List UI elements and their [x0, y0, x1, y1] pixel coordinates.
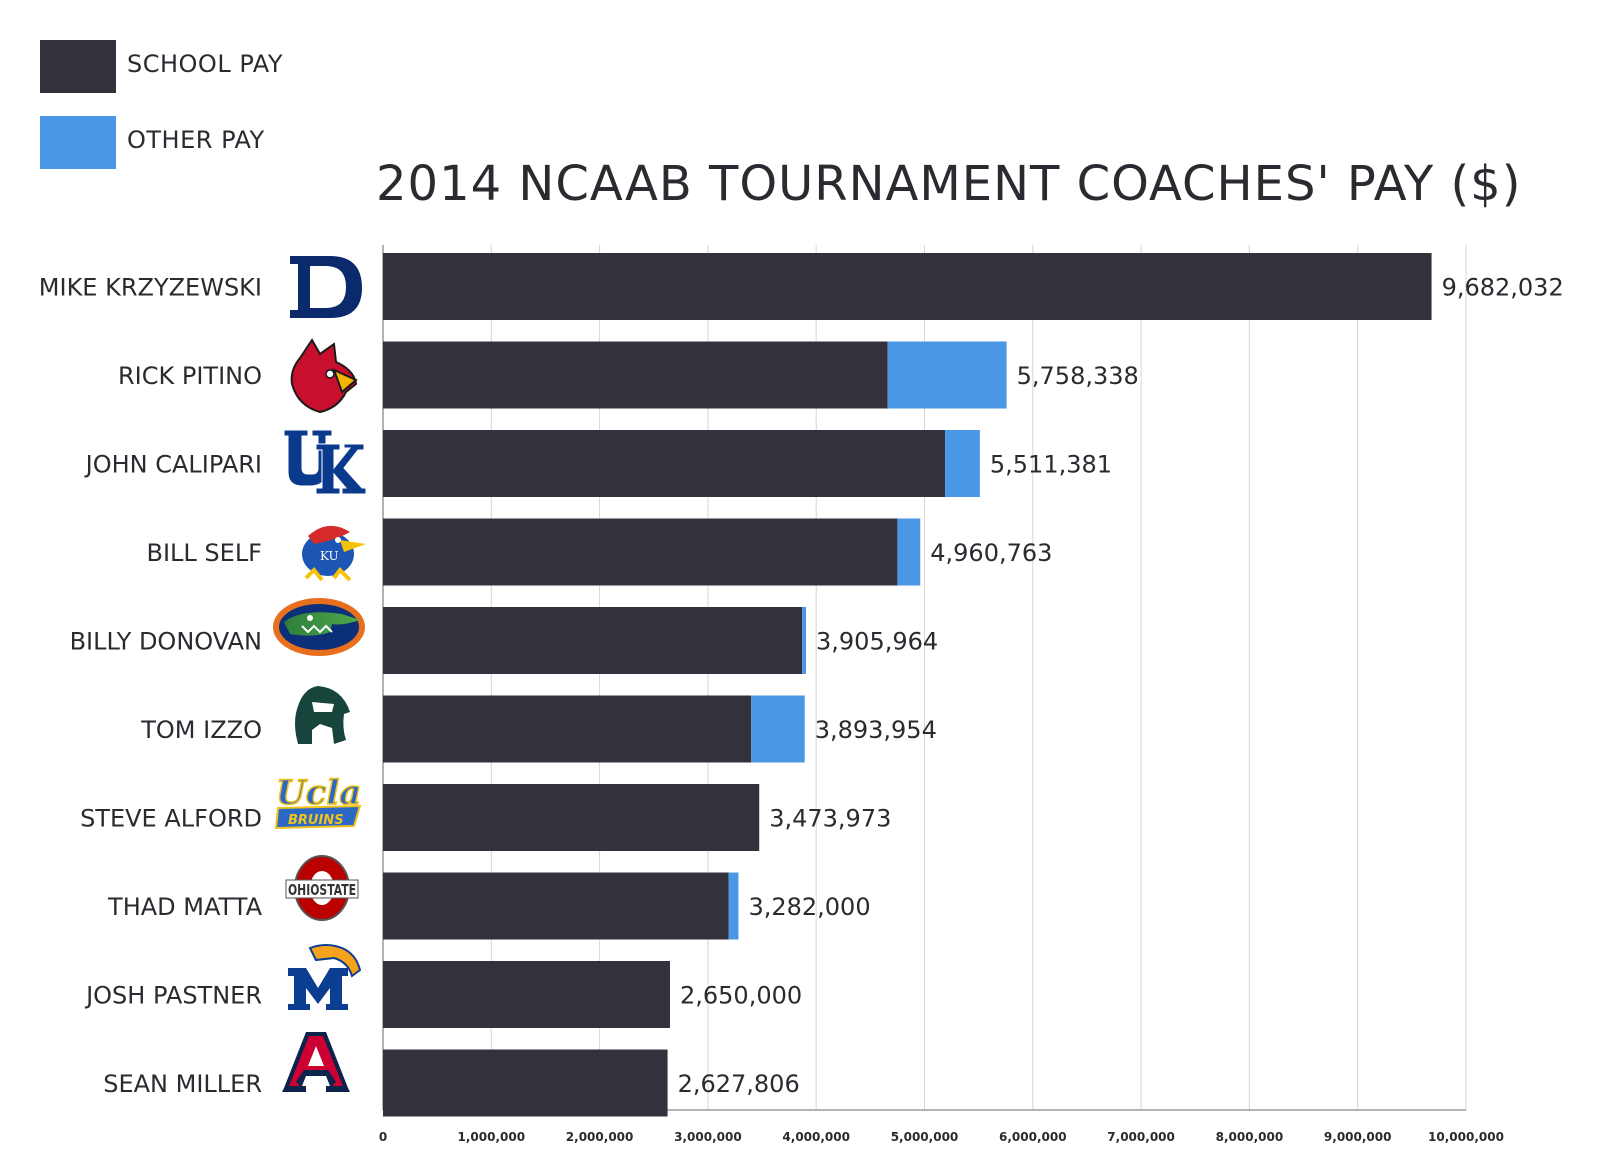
bar-school-pay [383, 961, 670, 1028]
bar-school-pay [383, 518, 898, 586]
bar-value-label: 3,473,973 [769, 805, 891, 833]
x-tick-label: 8,000,000 [1216, 1130, 1284, 1144]
bar-school-pay [383, 253, 1432, 320]
category-label: TOM IZZO [140, 716, 262, 744]
x-tick-label: 4,000,000 [782, 1130, 850, 1144]
category-label: MIKE KRZYZEWSKI [39, 274, 262, 302]
x-tick-label: 7,000,000 [1107, 1130, 1175, 1144]
category-label: JOSH PASTNER [84, 982, 262, 1010]
bar-value-label: 2,650,000 [680, 982, 802, 1010]
bar-school-pay [383, 430, 946, 497]
svg-text:BRUINS: BRUINS [288, 813, 344, 828]
x-tick-label: 3,000,000 [674, 1130, 742, 1144]
bar-other-pay [728, 872, 739, 940]
bar-value-label: 3,282,000 [748, 893, 870, 921]
bar-value-label: 5,511,381 [990, 451, 1112, 479]
bar-other-pay [802, 607, 807, 674]
category-label: THAD MATTA [107, 893, 263, 921]
florida-logo [273, 598, 365, 656]
x-tick-label: 6,000,000 [999, 1130, 1067, 1144]
legend-label-school-pay: SCHOOL PAY [127, 50, 283, 78]
bar-value-label: 3,893,954 [815, 716, 937, 744]
kansas-logo: KU [302, 525, 366, 582]
bar-school-pay [383, 1049, 668, 1117]
category-label: JOHN CALIPARI [84, 451, 262, 479]
arizona-logo [282, 1032, 350, 1092]
ohio-state-logo: OHIOSTATE [285, 855, 359, 921]
bar-value-label: 9,682,032 [1442, 274, 1564, 302]
x-tick-label: 2,000,000 [566, 1130, 634, 1144]
bar-other-pay [945, 430, 980, 497]
x-tick-label: 10,000,000 [1428, 1130, 1504, 1144]
bar-other-pay [751, 695, 805, 763]
duke-logo [290, 256, 362, 318]
x-tick-label: 5,000,000 [891, 1130, 959, 1144]
x-tick-label: 0 [379, 1130, 387, 1144]
svg-text:KU: KU [320, 549, 339, 563]
louisville-logo [290, 338, 358, 414]
bar-value-label: 4,960,763 [930, 539, 1052, 567]
x-tick-label: 1,000,000 [458, 1130, 526, 1144]
category-label: BILLY DONOVAN [70, 628, 262, 656]
kentucky-logo [283, 429, 367, 495]
bar-value-label: 3,905,964 [816, 628, 938, 656]
bar-other-pay [897, 518, 921, 586]
memphis-logo [288, 944, 362, 1010]
bar-value-label: 2,627,806 [678, 1070, 800, 1098]
legend-swatch-school-pay [40, 40, 116, 93]
michigan-state-logo [295, 686, 350, 744]
x-tick-label: 9,000,000 [1324, 1130, 1392, 1144]
bar-school-pay [383, 695, 752, 763]
bar-school-pay [383, 784, 760, 851]
category-label: SEAN MILLER [103, 1070, 262, 1098]
chart-title: 2014 NCAAB TOURNAMENT COACHES' PAY ($) [376, 156, 1522, 212]
category-label: BILL SELF [147, 539, 263, 567]
category-label: RICK PITINO [118, 362, 262, 390]
legend-swatch-other-pay [40, 116, 116, 169]
bar-school-pay [383, 872, 729, 940]
ucla-logo: Ucla BRUINS [274, 772, 362, 830]
bar-other-pay [887, 341, 1007, 409]
bar-school-pay [383, 607, 803, 674]
bar-value-label: 5,758,338 [1017, 362, 1139, 390]
legend-label-other-pay: OTHER PAY [127, 126, 265, 154]
category-label: STEVE ALFORD [80, 805, 262, 833]
bar-school-pay [383, 341, 888, 409]
svg-text:OHIOSTATE: OHIOSTATE [288, 881, 356, 899]
